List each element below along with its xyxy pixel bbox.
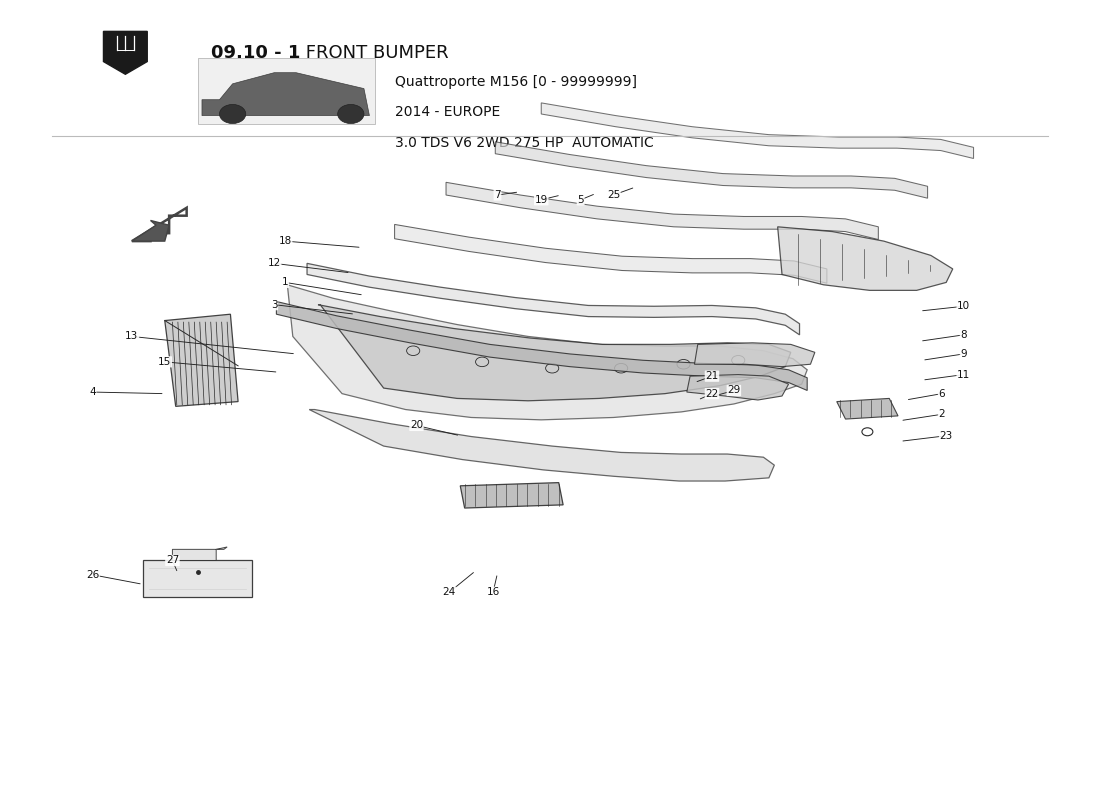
Text: 25: 25 bbox=[607, 190, 620, 200]
Text: 10: 10 bbox=[957, 302, 970, 311]
Text: 21: 21 bbox=[705, 371, 718, 381]
Text: 4: 4 bbox=[89, 387, 96, 397]
FancyBboxPatch shape bbox=[198, 58, 375, 123]
Text: 27: 27 bbox=[166, 555, 179, 566]
Polygon shape bbox=[132, 208, 187, 241]
Text: 12: 12 bbox=[267, 258, 280, 268]
Polygon shape bbox=[143, 561, 252, 597]
Polygon shape bbox=[778, 227, 953, 290]
Text: 9: 9 bbox=[960, 349, 967, 359]
Circle shape bbox=[338, 105, 364, 123]
Text: 1: 1 bbox=[282, 278, 288, 287]
Text: 3.0 TDS V6 2WD 275 HP  AUTOMATIC: 3.0 TDS V6 2WD 275 HP AUTOMATIC bbox=[395, 135, 653, 150]
Text: 09.10 - 1: 09.10 - 1 bbox=[211, 44, 300, 62]
Polygon shape bbox=[132, 221, 169, 241]
Text: 19: 19 bbox=[535, 194, 548, 205]
Text: 18: 18 bbox=[278, 236, 292, 246]
Polygon shape bbox=[495, 142, 927, 198]
Text: 7: 7 bbox=[494, 190, 501, 200]
Text: 24: 24 bbox=[442, 587, 455, 598]
Polygon shape bbox=[173, 547, 227, 561]
Text: 6: 6 bbox=[938, 389, 945, 398]
Text: 8: 8 bbox=[960, 330, 967, 340]
Text: 2014 - EUROPE: 2014 - EUROPE bbox=[395, 106, 499, 119]
Text: 2: 2 bbox=[938, 410, 945, 419]
Text: 16: 16 bbox=[486, 587, 499, 598]
Text: 26: 26 bbox=[86, 570, 99, 580]
Polygon shape bbox=[541, 103, 974, 158]
Text: 3: 3 bbox=[271, 300, 277, 310]
Polygon shape bbox=[165, 314, 238, 406]
Text: 13: 13 bbox=[125, 331, 139, 342]
Polygon shape bbox=[307, 263, 800, 335]
Polygon shape bbox=[202, 73, 370, 115]
Polygon shape bbox=[837, 398, 898, 419]
Text: FRONT BUMPER: FRONT BUMPER bbox=[300, 44, 449, 62]
Polygon shape bbox=[460, 482, 563, 508]
Text: 22: 22 bbox=[705, 389, 718, 398]
Text: 20: 20 bbox=[410, 421, 424, 430]
Text: Quattroporte M156 [0 - 99999999]: Quattroporte M156 [0 - 99999999] bbox=[395, 75, 637, 90]
Text: 15: 15 bbox=[158, 357, 172, 367]
Polygon shape bbox=[103, 31, 147, 74]
Polygon shape bbox=[318, 305, 791, 401]
Text: 23: 23 bbox=[939, 430, 953, 441]
Text: 5: 5 bbox=[578, 194, 584, 205]
Polygon shape bbox=[446, 182, 878, 239]
Polygon shape bbox=[694, 342, 815, 366]
Polygon shape bbox=[395, 225, 827, 283]
Circle shape bbox=[220, 105, 245, 123]
Text: 29: 29 bbox=[727, 386, 740, 395]
Text: 11: 11 bbox=[957, 370, 970, 379]
Polygon shape bbox=[309, 410, 774, 481]
Polygon shape bbox=[287, 285, 807, 420]
Polygon shape bbox=[276, 302, 807, 390]
Polygon shape bbox=[686, 374, 789, 400]
